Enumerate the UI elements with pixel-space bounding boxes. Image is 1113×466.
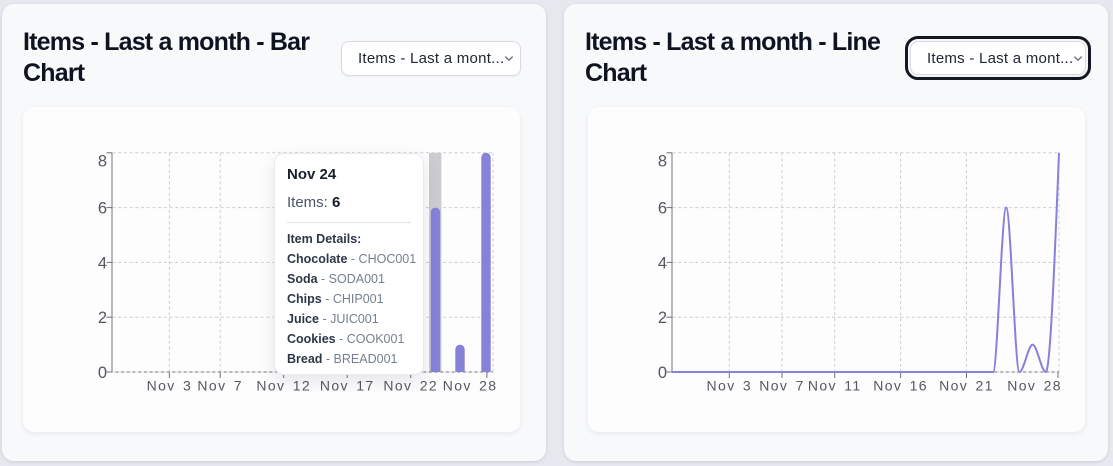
svg-text:Nov 28: Nov 28: [1007, 378, 1062, 394]
svg-text:Nov 7: Nov 7: [759, 378, 805, 394]
svg-text:Nov 16: Nov 16: [873, 378, 928, 394]
svg-text:Nov 11: Nov 11: [808, 378, 862, 394]
svg-text:6: 6: [98, 200, 107, 218]
svg-text:4: 4: [658, 254, 667, 272]
svg-text:Nov 21: Nov 21: [939, 378, 994, 394]
svg-text:8: 8: [658, 152, 667, 170]
svg-text:Nov 3: Nov 3: [707, 378, 753, 394]
svg-text:Nov 12: Nov 12: [256, 378, 311, 394]
svg-text:2: 2: [658, 309, 667, 327]
svg-text:2: 2: [98, 309, 107, 327]
svg-text:0: 0: [98, 364, 107, 382]
svg-text:Nov 17: Nov 17: [320, 378, 375, 394]
svg-text:0: 0: [658, 364, 667, 382]
svg-text:6: 6: [658, 200, 667, 218]
svg-text:8: 8: [98, 152, 107, 170]
svg-text:Nov 28: Nov 28: [443, 378, 498, 394]
svg-text:Nov 3: Nov 3: [147, 378, 193, 394]
svg-text:Nov 22: Nov 22: [383, 378, 438, 394]
svg-text:Nov 7: Nov 7: [197, 378, 243, 394]
svg-text:4: 4: [98, 254, 107, 272]
